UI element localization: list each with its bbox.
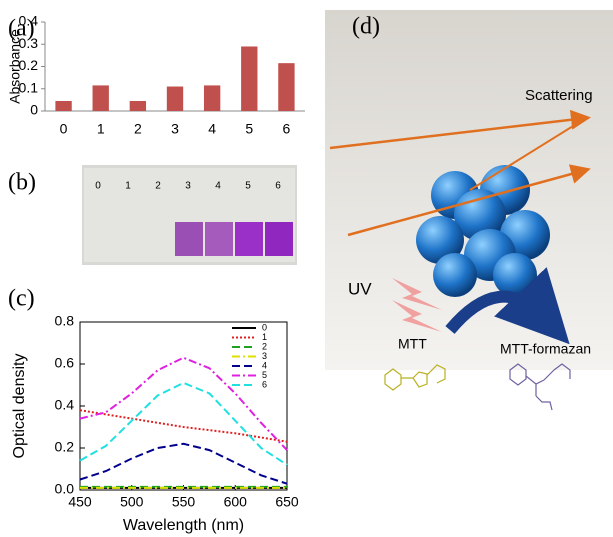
y-tick-label: 0.2 [19, 57, 39, 73]
y-tick-label: 0.3 [19, 35, 39, 51]
y-tick-label: 0.4 [55, 397, 75, 413]
y-tick-label: 0.6 [55, 355, 75, 371]
bar [204, 85, 220, 111]
legend-label: 0 [262, 322, 267, 332]
bar [130, 101, 146, 111]
vial-label: 2 [155, 181, 161, 192]
bar [93, 85, 109, 111]
legend-label: 1 [262, 332, 267, 342]
scattering-label: Scattering [525, 87, 593, 104]
panel-label: (d) [352, 14, 380, 40]
x-tick-label: 4 [208, 121, 216, 137]
diagram: (d) Scattering UV MTT MTT-formazan [325, 10, 613, 410]
vial-label: 6 [275, 181, 281, 192]
y-tick-label: 0.8 [55, 313, 75, 329]
legend-label: 5 [262, 370, 267, 380]
bar [55, 101, 71, 111]
vial-label: 5 [245, 181, 251, 192]
y-tick-label: 0.2 [55, 439, 75, 455]
x-tick-label: 3 [171, 121, 179, 137]
panel-label: (b) [8, 170, 36, 196]
panel-label: (c) [8, 286, 35, 312]
product-label: MTT-formazan [500, 341, 591, 357]
series-line [80, 383, 287, 465]
series-line [80, 444, 287, 484]
x-tick-label: 2 [134, 121, 142, 137]
x-tick-label: 650 [275, 494, 299, 510]
x-tick-label: 0 [60, 121, 68, 137]
formazan-structure [510, 364, 570, 410]
x-tick-label: 500 [120, 494, 144, 510]
legend-label: 4 [262, 360, 267, 370]
series-line [80, 410, 287, 442]
x-tick-label: 550 [172, 494, 196, 510]
legend-label: 2 [262, 341, 267, 351]
vial-label: 4 [215, 181, 221, 192]
x-tick-label: 5 [245, 121, 253, 137]
x-axis-label: Wavelength (nm) [123, 517, 244, 534]
legend-label: 3 [262, 351, 267, 361]
x-tick-label: 6 [283, 121, 291, 137]
bar [241, 46, 257, 111]
x-tick-label: 1 [97, 121, 105, 137]
y-tick-label: 0.4 [19, 13, 39, 29]
y-tick-label: 0.1 [19, 79, 39, 95]
x-tick-label: 600 [224, 494, 248, 510]
y-axis-label: Optical density [11, 354, 28, 459]
vial-label: 0 [95, 181, 101, 192]
figure: (b) (d) Scattering UV MTT MTT-formazan 0… [0, 0, 613, 537]
x-tick-label: 450 [68, 494, 92, 510]
uv-label: UV [348, 279, 372, 298]
legend-label: 6 [262, 379, 267, 389]
vial-label: 3 [185, 181, 191, 192]
vial-label: 1 [125, 181, 131, 192]
reactant-label: MTT [398, 336, 427, 352]
y-tick-label: 0 [30, 102, 38, 118]
plot-frame [80, 322, 287, 490]
bar [278, 63, 294, 111]
bar [167, 87, 183, 111]
